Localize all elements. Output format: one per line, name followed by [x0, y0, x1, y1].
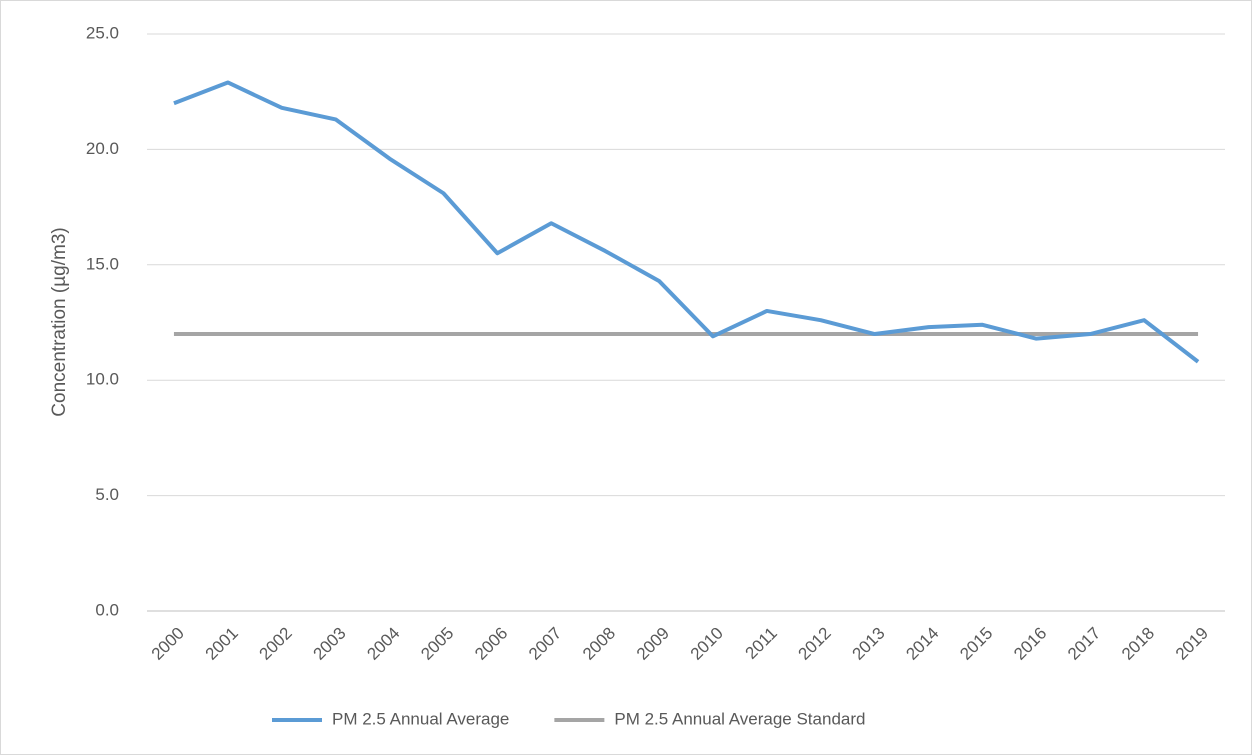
y-tick-label: 25.0 [86, 23, 119, 42]
legend-label: PM 2.5 Annual Average Standard [614, 709, 865, 728]
legend-label: PM 2.5 Annual Average [332, 709, 509, 728]
y-axis-label: Concentration (µg/m3) [49, 227, 70, 416]
y-tick-label: 10.0 [86, 370, 119, 389]
y-tick-label: 20.0 [86, 139, 119, 158]
line-series [173, 80, 1200, 364]
y-tick-label: 15.0 [86, 254, 119, 273]
y-tick-label: 0.0 [95, 600, 119, 619]
y-tick-label: 5.0 [95, 485, 119, 504]
